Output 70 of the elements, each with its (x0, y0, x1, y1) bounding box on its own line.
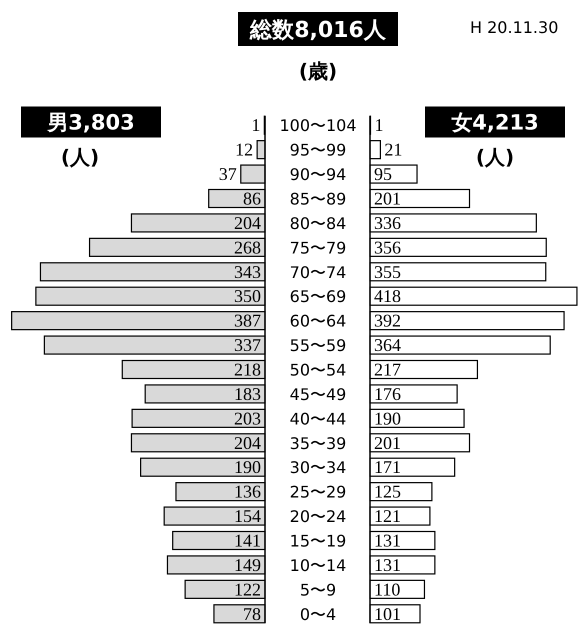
y-tick-label: 15〜19 (290, 532, 346, 550)
data-label: 131 (374, 554, 401, 575)
text: 総数8,016人 (249, 18, 387, 43)
data-label: 190 (234, 457, 261, 478)
y-tick-label: 65〜69 (290, 287, 346, 306)
data-label: 121 (374, 506, 401, 526)
y-tick-label: 5〜9 (300, 580, 336, 600)
y-tick-label: 95〜99 (290, 140, 346, 160)
data-label: 343 (234, 262, 261, 282)
data-label: 204 (234, 432, 261, 453)
data-label: 78 (243, 604, 261, 624)
data-label: 154 (234, 506, 261, 526)
data-label: 136 (234, 482, 261, 502)
data-label: 203 (234, 408, 261, 428)
chart-title: 女4,213 (450, 110, 539, 135)
chart-title: 男3,803 (46, 110, 135, 135)
data-label: 356 (374, 237, 401, 258)
data-label: 387 (234, 310, 261, 331)
data-label: 95 (374, 164, 392, 184)
x-axis-title: (人) (60, 145, 100, 169)
data-label: 86 (243, 188, 261, 208)
data-label: 217 (374, 360, 401, 380)
y-tick-label: 60〜64 (290, 312, 346, 331)
y-tick-label: 20〜24 (290, 507, 346, 526)
y-tick-label: 85〜89 (290, 190, 346, 208)
data-label: 268 (234, 237, 261, 258)
data-label: 183 (234, 384, 261, 404)
y-tick-label: 35〜39 (290, 434, 346, 453)
data-label: 418 (374, 286, 401, 306)
data-label: 392 (374, 310, 401, 331)
data-label: 176 (374, 384, 401, 404)
y-tick-label: 80〜84 (290, 214, 346, 233)
y-tick-label: 70〜74 (290, 262, 346, 282)
data-label: 350 (234, 286, 261, 306)
y-tick-label: 75〜79 (290, 238, 346, 258)
data-label: 355 (374, 262, 401, 282)
data-label: 201 (374, 432, 401, 453)
data-label: 201 (374, 188, 401, 208)
data-label: 336 (374, 212, 401, 233)
y-axis-title: (歳) (298, 59, 338, 83)
y-tick-label: 30〜34 (290, 458, 346, 478)
x-axis-title: (人) (476, 145, 514, 169)
y-tick-label: 100〜104 (279, 116, 357, 136)
data-label: 1 (374, 115, 384, 136)
data-label: 190 (374, 408, 401, 428)
y-tick-label: 10〜14 (290, 556, 346, 575)
y-tick-label: 25〜29 (290, 482, 346, 502)
data-label: 204 (234, 212, 261, 233)
data-label: 171 (374, 457, 401, 478)
data-label: 21 (384, 140, 402, 160)
data-label: 364 (374, 335, 401, 356)
y-tick-label: 50〜54 (290, 360, 346, 380)
y-tick-label: 90〜94 (290, 165, 346, 184)
y-tick-label: 0〜4 (300, 604, 336, 624)
data-label: 1 (251, 115, 260, 136)
y-tick-label: 40〜44 (290, 409, 346, 428)
data-label: 218 (234, 360, 261, 380)
data-label: 110 (374, 579, 400, 600)
data-label: 37 (218, 164, 237, 184)
y-tick-label: 45〜49 (290, 384, 346, 404)
data-label: 12 (235, 140, 254, 160)
data-label: 101 (374, 604, 401, 624)
data-label: 337 (234, 335, 261, 356)
data-label: 141 (234, 530, 261, 550)
data-label: 125 (374, 482, 401, 502)
data-label: 149 (234, 554, 261, 575)
data-label: 122 (234, 579, 261, 600)
data-label: 131 (374, 530, 401, 550)
y-tick-label: 55〜59 (290, 336, 346, 356)
text: H 20.11.30 (470, 18, 558, 37)
